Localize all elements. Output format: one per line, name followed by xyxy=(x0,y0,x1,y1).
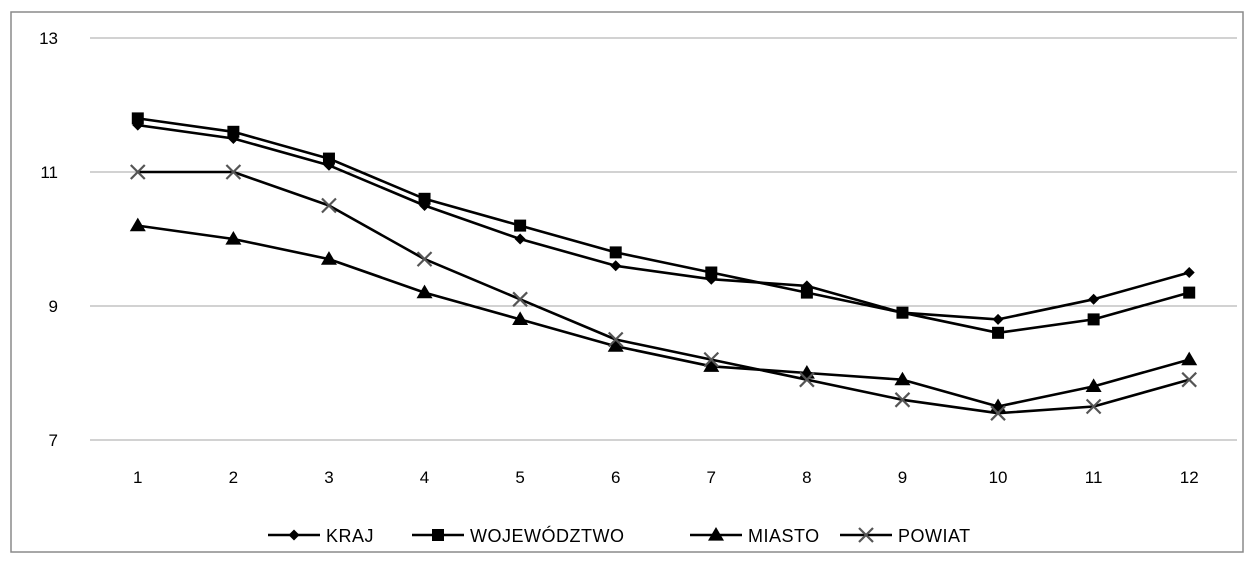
data-point-square xyxy=(1183,286,1196,299)
data-point-diamond xyxy=(1088,293,1100,305)
data-point-x xyxy=(512,291,528,308)
legend-item: WOJEWÓDZTWO xyxy=(412,525,624,546)
data-point-square xyxy=(896,306,909,319)
x-tick-label: 5 xyxy=(515,468,524,487)
data-point-square xyxy=(705,266,718,279)
data-point-triangle xyxy=(320,251,337,265)
data-point-square xyxy=(992,326,1005,339)
data-point-x xyxy=(990,405,1006,421)
data-point-x xyxy=(225,164,242,180)
data-point-square xyxy=(1087,313,1100,326)
data-point-triangle xyxy=(129,217,146,232)
data-point-square xyxy=(514,219,527,232)
data-point-x xyxy=(1181,371,1197,388)
chart-border xyxy=(10,11,1244,553)
data-point-square xyxy=(418,192,431,205)
data-point-triangle xyxy=(703,358,720,372)
x-tick-label: 6 xyxy=(611,468,620,487)
data-point-x xyxy=(799,371,815,388)
data-point-triangle xyxy=(225,231,242,245)
data-point-square xyxy=(227,125,240,138)
x-tick-label: 11 xyxy=(1085,468,1103,487)
data-point-diamond xyxy=(1183,267,1195,278)
series-lines xyxy=(129,112,1198,421)
legend: KRAJ WOJEWÓDZTWO MIASTO POWIAT xyxy=(268,525,971,546)
data-point-triangle xyxy=(416,284,433,299)
data-point-square xyxy=(322,152,335,165)
data-point-triangle xyxy=(512,311,529,325)
data-point-x xyxy=(894,392,911,408)
legend-item: POWIAT xyxy=(840,526,971,546)
data-point-x xyxy=(703,351,720,368)
data-point-triangle xyxy=(1085,378,1102,392)
y-tick-label: 13 xyxy=(39,29,58,48)
x-tick-label: 2 xyxy=(229,468,238,487)
x-tick-label: 4 xyxy=(420,468,429,487)
data-point-x xyxy=(1085,398,1102,415)
legend-item: KRAJ xyxy=(268,526,374,546)
y-tick-label: 11 xyxy=(40,163,58,182)
legend-label: KRAJ xyxy=(326,526,374,546)
data-point-x xyxy=(130,164,146,180)
data-point-diamond xyxy=(288,529,300,541)
x-tick-label: 10 xyxy=(989,468,1008,487)
data-point-triangle xyxy=(708,527,724,541)
x-tick-label: 12 xyxy=(1180,468,1199,487)
data-point-square xyxy=(800,286,813,299)
series-line-województwo xyxy=(137,117,1190,335)
x-tick-label: 3 xyxy=(324,468,333,487)
legend-item: MIASTO xyxy=(690,526,820,546)
series-line-miasto xyxy=(137,224,1190,408)
data-point-diamond xyxy=(514,233,526,245)
data-point-diamond xyxy=(992,313,1004,325)
data-point-x xyxy=(607,331,624,348)
x-tick-label: 7 xyxy=(707,468,716,487)
data-point-triangle xyxy=(607,338,624,352)
data-point-square xyxy=(432,529,444,541)
data-point-square xyxy=(609,246,622,259)
legend-label: POWIAT xyxy=(898,526,971,546)
data-point-square xyxy=(131,112,144,125)
data-point-diamond xyxy=(610,260,622,272)
data-point-x xyxy=(416,251,433,267)
data-point-x xyxy=(321,197,337,214)
x-tick-label: 1 xyxy=(133,468,142,487)
y-tick-label: 9 xyxy=(49,297,58,316)
gridlines xyxy=(90,37,1237,441)
data-point-triangle xyxy=(894,371,911,386)
x-tick-label: 8 xyxy=(802,468,811,487)
data-point-x xyxy=(858,527,874,543)
y-tick-label: 7 xyxy=(49,431,58,450)
legend-label: MIASTO xyxy=(748,526,820,546)
series-line-powiat xyxy=(137,170,1190,415)
series-line-kraj xyxy=(137,123,1190,321)
x-tick-label: 9 xyxy=(898,468,907,487)
legend-label: WOJEWÓDZTWO xyxy=(470,525,624,546)
data-point-triangle xyxy=(1181,351,1198,366)
